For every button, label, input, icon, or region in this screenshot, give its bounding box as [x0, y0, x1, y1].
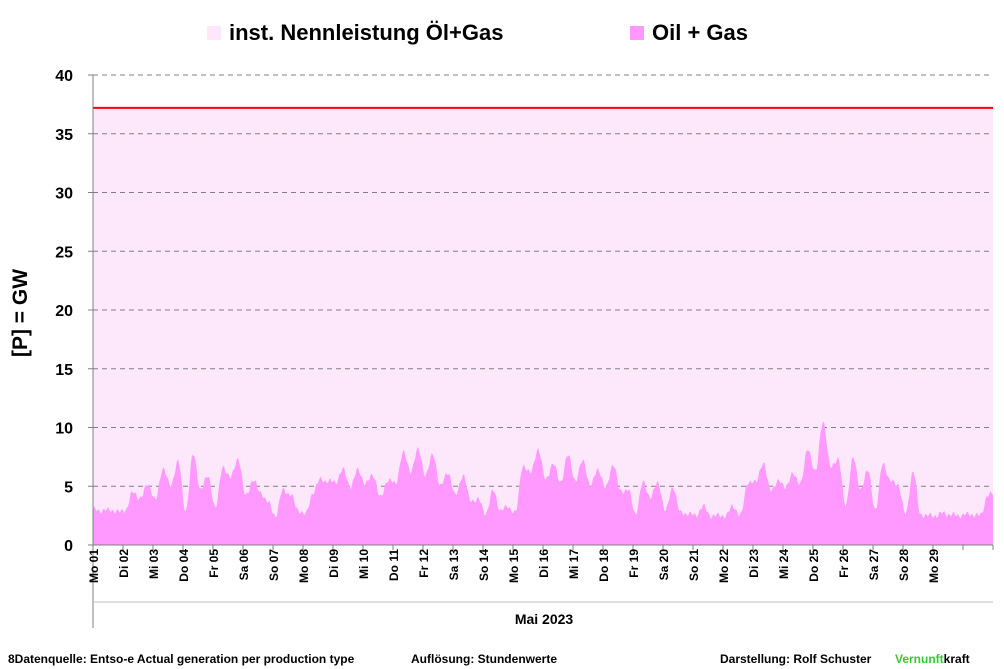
y-tick-label-10: 10	[55, 421, 73, 438]
x-tick-label-28: Mo 29	[927, 549, 941, 583]
x-tick-label-0: Mo 01	[87, 549, 101, 583]
y-tick-label-5: 5	[64, 479, 73, 496]
x-tick-label-20: So 21	[687, 549, 701, 581]
y-tick-label-15: 15	[55, 362, 73, 379]
y-axis-title: [P] = GW	[9, 269, 32, 357]
x-axis-title: Mai 2023	[515, 611, 574, 627]
x-tick-label-5: Sa 06	[237, 549, 251, 581]
y-tick-label-20: 20	[55, 303, 73, 320]
legend-item-series: Oil + Gas	[630, 18, 748, 48]
y-tick-label-30: 30	[55, 186, 73, 203]
x-tick-label-8: Di 09	[327, 549, 341, 578]
plot-area: 0 5 10 15 20 25 30 35 40 Mo 01 Di 02 Mi 03 Do 04 Fr 0…	[55, 68, 994, 628]
legend-item-capacity: inst. Nennleistung Öl+Gas	[207, 18, 503, 48]
footer-resolution: Auflösung: Stundenwerte	[411, 652, 557, 666]
x-tick-label-4: Fr 05	[207, 549, 221, 578]
footer-brand-green: Vernunft	[895, 652, 944, 666]
series-area-oil-gas	[93, 421, 993, 545]
x-tick-label-17: Do 18	[597, 549, 611, 582]
x-tick-label-3: Do 04	[177, 549, 191, 582]
x-tick-label-14: Mo 15	[507, 549, 521, 583]
x-tick-label-24: Do 25	[807, 549, 821, 582]
legend-label-series: Oil + Gas	[652, 20, 748, 45]
x-tick-label-16: Mi 17	[567, 549, 581, 579]
y-tick-label-0: 0	[64, 538, 73, 555]
legend-label-capacity: inst. Nennleistung Öl+Gas	[229, 20, 504, 45]
x-tick-label-21: Mo 22	[717, 549, 731, 583]
x-tick-label-1: Di 02	[117, 549, 131, 578]
y-tick-label-40: 40	[55, 68, 73, 85]
footer-source: 8Datenquelle: Entso-e Actual generation …	[8, 652, 355, 666]
x-tick-label-23: Mi 24	[777, 549, 791, 579]
x-tick-label-13: So 14	[477, 549, 491, 581]
footer-author: Darstellung: Rolf Schuster	[720, 652, 872, 666]
x-tick-label-2: Mi 03	[147, 549, 161, 579]
y-tick-label-25: 25	[55, 244, 73, 261]
x-tick-label-7: Mo 08	[297, 549, 311, 583]
x-tick-label-27: So 28	[897, 549, 911, 581]
x-tick-label-26: Sa 27	[867, 549, 881, 581]
x-tick-label-15: Di 16	[537, 549, 551, 578]
x-tick-label-19: Sa 20	[657, 549, 671, 581]
x-tick-label-9: Mi 10	[357, 549, 371, 579]
x-tick-label-11: Fr 12	[417, 549, 431, 578]
footer-brand: Vernunftkraft	[895, 652, 970, 666]
y-tick-label-35: 35	[55, 127, 73, 144]
x-tick-label-12: Sa 13	[447, 549, 461, 581]
footer-brand-rest: kraft	[943, 652, 970, 666]
x-tick-label-22: Di 23	[747, 549, 761, 578]
x-tick-label-18: Fr 19	[627, 549, 641, 578]
x-tick-label-10: Do 11	[387, 549, 401, 581]
legend-swatch-capacity	[207, 26, 221, 40]
x-tick-label-6: So 07	[267, 549, 281, 581]
x-tick-label-25: Fr 26	[837, 549, 851, 578]
legend-swatch-series	[630, 26, 644, 40]
